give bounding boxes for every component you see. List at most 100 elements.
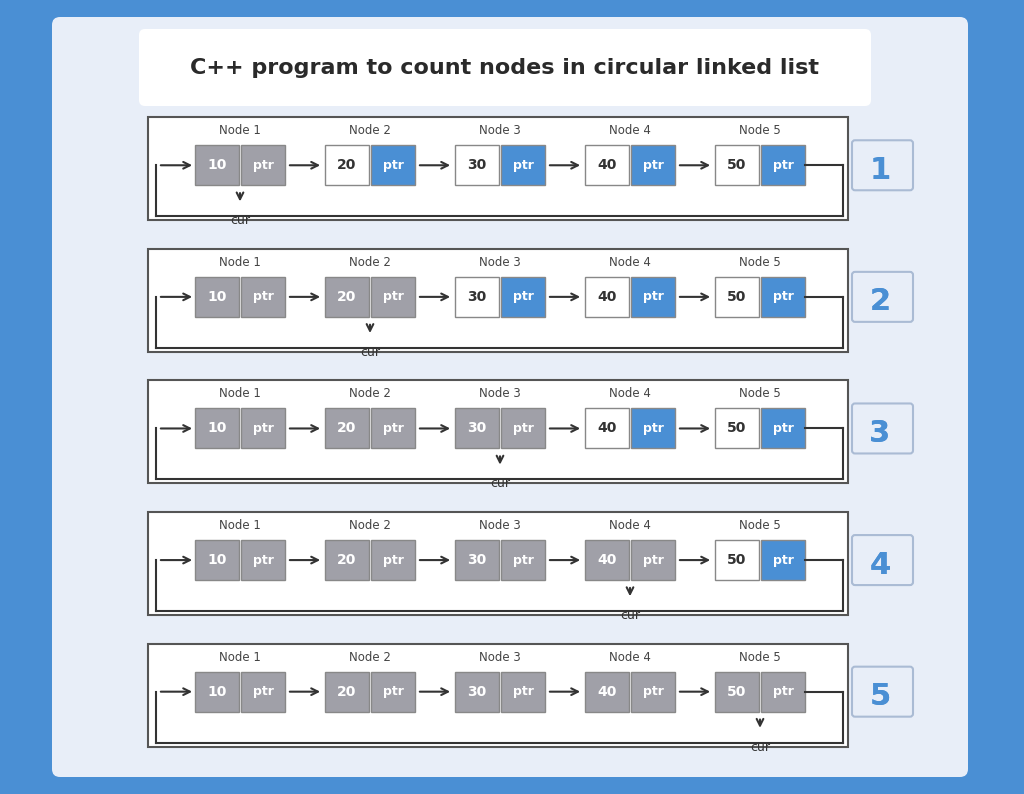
- Text: 50: 50: [727, 158, 746, 172]
- Text: 30: 30: [467, 290, 486, 304]
- Bar: [148, 644, 848, 746]
- Text: ptr: ptr: [513, 685, 534, 698]
- Text: Node 4: Node 4: [609, 519, 651, 532]
- Bar: [761, 408, 805, 449]
- Text: Node 3: Node 3: [479, 650, 521, 664]
- Text: ptr: ptr: [513, 291, 534, 303]
- Text: Node 2: Node 2: [349, 256, 391, 269]
- Text: ptr: ptr: [383, 422, 403, 435]
- Text: ptr: ptr: [643, 422, 664, 435]
- Text: 30: 30: [467, 684, 486, 699]
- Text: cur: cur: [230, 214, 250, 227]
- Text: Node 5: Node 5: [739, 519, 781, 532]
- Text: ptr: ptr: [772, 685, 794, 698]
- Bar: [631, 540, 675, 580]
- Text: 4: 4: [869, 550, 891, 580]
- Text: ptr: ptr: [772, 159, 794, 172]
- Bar: [325, 277, 369, 317]
- Text: Node 5: Node 5: [739, 256, 781, 269]
- Text: Node 1: Node 1: [219, 387, 261, 400]
- Text: ptr: ptr: [513, 553, 534, 567]
- Text: ptr: ptr: [253, 159, 273, 172]
- Text: 3: 3: [869, 419, 891, 448]
- Bar: [715, 408, 759, 449]
- Text: Node 4: Node 4: [609, 256, 651, 269]
- Bar: [371, 277, 415, 317]
- Bar: [631, 408, 675, 449]
- Text: Node 2: Node 2: [349, 125, 391, 137]
- Bar: [501, 408, 545, 449]
- Bar: [455, 672, 499, 711]
- Bar: [371, 408, 415, 449]
- FancyBboxPatch shape: [852, 667, 913, 717]
- Text: 10: 10: [207, 158, 226, 172]
- Text: ptr: ptr: [643, 291, 664, 303]
- Text: 2: 2: [869, 287, 891, 316]
- Text: Node 1: Node 1: [219, 519, 261, 532]
- Bar: [195, 408, 239, 449]
- Text: ptr: ptr: [772, 291, 794, 303]
- Text: 40: 40: [597, 422, 616, 435]
- Bar: [148, 380, 848, 484]
- FancyBboxPatch shape: [852, 403, 913, 453]
- Text: 50: 50: [727, 422, 746, 435]
- Bar: [455, 145, 499, 185]
- Text: cur: cur: [360, 346, 380, 359]
- Text: 20: 20: [337, 158, 356, 172]
- Bar: [501, 145, 545, 185]
- Text: Node 3: Node 3: [479, 256, 521, 269]
- FancyBboxPatch shape: [139, 29, 871, 106]
- Text: ptr: ptr: [253, 291, 273, 303]
- Text: ptr: ptr: [643, 159, 664, 172]
- Text: 3: 3: [869, 419, 891, 448]
- Bar: [715, 672, 759, 711]
- Bar: [585, 277, 629, 317]
- Bar: [325, 540, 369, 580]
- Text: ptr: ptr: [253, 685, 273, 698]
- Bar: [761, 540, 805, 580]
- Text: cur: cur: [490, 477, 510, 491]
- Text: Node 4: Node 4: [609, 387, 651, 400]
- Bar: [241, 408, 285, 449]
- Text: Node 5: Node 5: [739, 387, 781, 400]
- Text: 2: 2: [869, 287, 891, 316]
- Text: ptr: ptr: [253, 422, 273, 435]
- Text: cur: cur: [750, 741, 770, 754]
- Text: 50: 50: [727, 553, 746, 567]
- Bar: [325, 408, 369, 449]
- Text: ptr: ptr: [772, 422, 794, 435]
- Text: ptr: ptr: [383, 553, 403, 567]
- Bar: [715, 277, 759, 317]
- Text: cur: cur: [620, 609, 640, 622]
- Text: 10: 10: [207, 290, 226, 304]
- Text: Node 1: Node 1: [219, 125, 261, 137]
- Text: 20: 20: [337, 290, 356, 304]
- Text: Node 3: Node 3: [479, 125, 521, 137]
- Text: ptr: ptr: [383, 685, 403, 698]
- Text: Node 1: Node 1: [219, 650, 261, 664]
- Bar: [195, 145, 239, 185]
- Bar: [501, 540, 545, 580]
- Text: 1: 1: [869, 156, 891, 185]
- Bar: [241, 277, 285, 317]
- Text: 20: 20: [337, 422, 356, 435]
- FancyBboxPatch shape: [852, 141, 913, 191]
- Text: ptr: ptr: [253, 553, 273, 567]
- Text: 40: 40: [597, 290, 616, 304]
- Text: 5: 5: [869, 682, 891, 711]
- Text: ptr: ptr: [643, 553, 664, 567]
- Text: ptr: ptr: [772, 553, 794, 567]
- Bar: [241, 672, 285, 711]
- Bar: [501, 277, 545, 317]
- Text: 30: 30: [467, 422, 486, 435]
- Bar: [241, 145, 285, 185]
- FancyBboxPatch shape: [852, 535, 913, 585]
- Bar: [761, 277, 805, 317]
- Text: ptr: ptr: [643, 685, 664, 698]
- Text: Node 3: Node 3: [479, 519, 521, 532]
- Bar: [715, 145, 759, 185]
- Text: Node 5: Node 5: [739, 650, 781, 664]
- Bar: [585, 540, 629, 580]
- Text: 10: 10: [207, 553, 226, 567]
- Bar: [501, 672, 545, 711]
